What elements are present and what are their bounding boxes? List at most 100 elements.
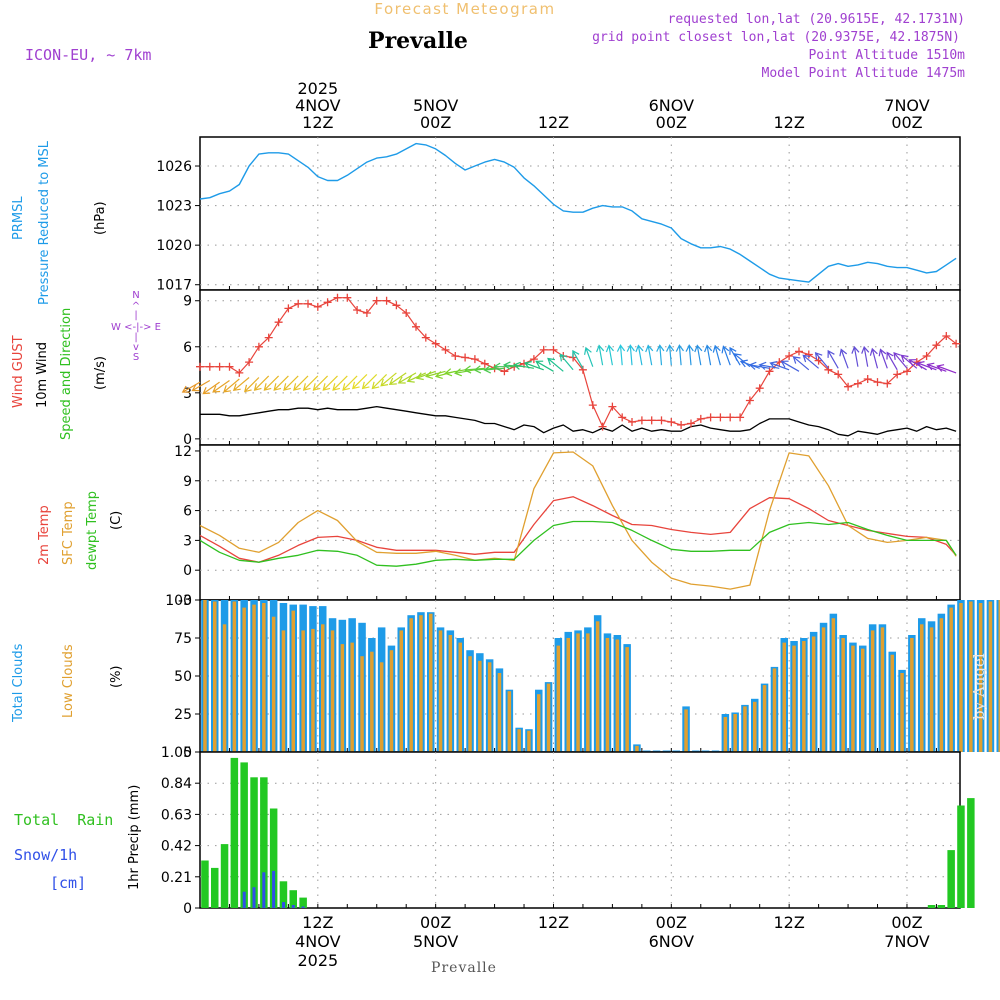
- low-cloud-bar: [468, 656, 472, 752]
- wind-arrow: [547, 357, 564, 372]
- low-cloud-bar: [782, 642, 786, 752]
- wind-arrow: [322, 375, 338, 391]
- gust-marker: [412, 322, 420, 331]
- total-rain-label: Total Rain: [14, 811, 113, 829]
- wind10m-line: [200, 405, 957, 437]
- wind-arrow: [283, 375, 299, 391]
- low-cloud-bar: [635, 745, 639, 752]
- gust-marker: [696, 414, 705, 423]
- y-tick-label: 75: [174, 631, 192, 647]
- wind-arrow: [814, 352, 829, 369]
- low-cloud-bar: [870, 630, 875, 752]
- low-cloud-bar: [556, 645, 561, 752]
- gust-marker: [461, 353, 470, 362]
- low-cloud-bar: [831, 618, 836, 752]
- low-cloud-bar: [615, 639, 620, 752]
- y-tick-label: 3: [183, 386, 192, 402]
- y-tick-label: 0: [183, 901, 192, 917]
- low-cloud-bar: [959, 603, 963, 752]
- gust-marker: [402, 309, 411, 317]
- wind-arrow: [685, 344, 694, 366]
- low-cloud-bar: [988, 601, 993, 752]
- gust-marker: [932, 341, 941, 350]
- gust-marker: [873, 378, 882, 387]
- low-cloud-bar: [684, 709, 688, 752]
- rain-bar: [230, 757, 239, 908]
- wind-arrow: [694, 344, 703, 366]
- rain-bar: [947, 850, 955, 908]
- wind-arrow: [616, 344, 626, 366]
- gust-marker: [863, 375, 872, 383]
- y-tick-label: 0.63: [161, 807, 192, 823]
- y-tick-label: 1.05: [161, 745, 192, 761]
- low-cloud-bar: [478, 660, 482, 752]
- low-cloud-bar: [586, 633, 590, 752]
- gust-marker: [431, 339, 440, 348]
- top-time-label: 00Z: [891, 113, 922, 132]
- low-cloud-bar: [517, 729, 521, 752]
- top-time-label: 5NOV: [413, 96, 458, 115]
- footer-location: Prevalle: [431, 960, 497, 976]
- gust-marker: [205, 362, 214, 371]
- pressure-labels: PRMSL Pressure Reduced to MSL (hPa): [11, 140, 108, 305]
- compass-arrow-up: ^: [132, 301, 140, 312]
- gust-marker: [618, 413, 627, 422]
- wind-arrow: [861, 345, 870, 367]
- wind-arrow: [675, 344, 684, 366]
- compass-bar: |: [134, 332, 137, 343]
- wind-arrow: [802, 354, 819, 369]
- dewpt-temp-line: [199, 520, 957, 567]
- gust-marker: [588, 401, 597, 410]
- gust-marker: [853, 379, 862, 388]
- top-time-label: 12Z: [773, 113, 804, 132]
- gust-marker: [313, 302, 322, 311]
- y-tick-label: 9: [183, 294, 192, 310]
- y-tick-label: 0.21: [161, 870, 192, 886]
- model-altitude: Model Point Altitude 1475m: [762, 66, 966, 81]
- grid-point-coords: grid point closest lon,lat (20.9375E, 42…: [592, 30, 960, 45]
- wind-arrow: [493, 362, 515, 371]
- model-label: ICON-EU, ~ 7km: [25, 46, 151, 64]
- point-altitude: Point Altitude 1510m: [808, 48, 965, 63]
- y-tick-label: 0.84: [161, 776, 192, 792]
- low-cloud-bar: [360, 656, 364, 752]
- wind-arrow: [302, 375, 319, 391]
- wind-arrow: [293, 375, 309, 391]
- low-cloud-bar: [920, 624, 924, 752]
- wind-arrow: [406, 372, 427, 383]
- gust-marker: [284, 304, 293, 313]
- y-tick-label: 0: [183, 563, 192, 579]
- gust-marker: [667, 418, 676, 426]
- temperature-labels: 2m Temp SFC Temp dewpt Temp (C): [37, 491, 124, 570]
- top-time-label: 6NOV: [649, 96, 694, 115]
- low-cloud-bar: [271, 616, 276, 752]
- wind-arrow: [635, 344, 644, 366]
- low-cloud-bar: [949, 607, 953, 752]
- y-tick-label: 100: [165, 593, 192, 609]
- low-cloud-bar: [733, 714, 737, 752]
- low-cloud-bar: [350, 642, 354, 752]
- rain-bar: [211, 867, 219, 908]
- gust-marker: [647, 416, 656, 425]
- low-cloud-bar: [311, 628, 315, 752]
- wind-arrow: [665, 344, 675, 366]
- temp2m-label: 2m Temp: [37, 505, 52, 565]
- low-cloud-bar: [448, 635, 453, 752]
- wind-arrow: [584, 346, 594, 367]
- low-cloud-bar: [232, 601, 237, 752]
- compass-we: W <-|-> E: [111, 322, 161, 333]
- top-time-label: 2025: [297, 79, 338, 98]
- top-time-label: 00Z: [420, 113, 451, 132]
- precip-labels: Total Rain Snow/1h [cm] 1hr Precip (mm): [14, 785, 142, 892]
- low-cloud-bar: [723, 717, 728, 752]
- wind-arrow: [792, 356, 810, 371]
- low-cloud-bar: [821, 627, 826, 752]
- top-time-label: 00Z: [656, 113, 687, 132]
- snow-bar: [291, 905, 295, 908]
- bottom-time-label: 5NOV: [413, 932, 458, 951]
- rain-bar: [250, 777, 258, 908]
- gust-marker: [254, 342, 263, 351]
- dewpt-label: dewpt Temp: [85, 491, 100, 570]
- wind-arrow: [380, 372, 397, 387]
